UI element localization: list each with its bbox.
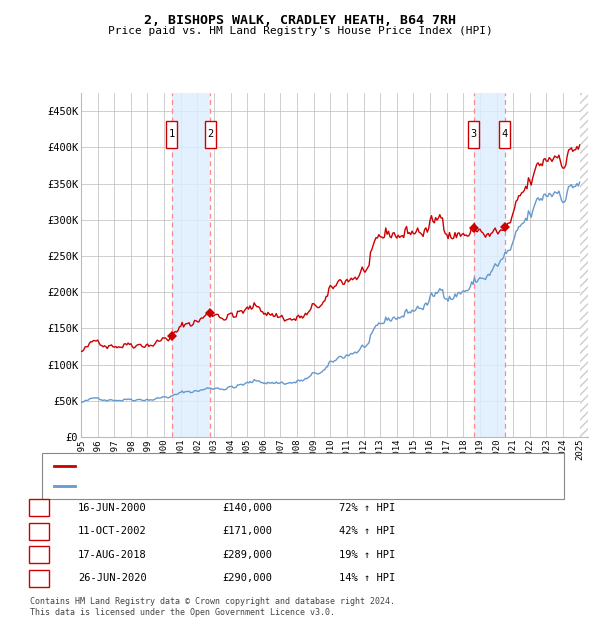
Text: 2, BISHOPS WALK, CRADLEY HEATH, B64 7RH (detached house): 2, BISHOPS WALK, CRADLEY HEATH, B64 7RH … [78, 461, 407, 471]
Text: 72% ↑ HPI: 72% ↑ HPI [339, 503, 395, 513]
Text: 4: 4 [36, 574, 42, 583]
Text: 26-JUN-2020: 26-JUN-2020 [78, 574, 147, 583]
Text: £289,000: £289,000 [222, 550, 272, 560]
Text: 2, BISHOPS WALK, CRADLEY HEATH, B64 7RH: 2, BISHOPS WALK, CRADLEY HEATH, B64 7RH [144, 14, 456, 27]
Text: 42% ↑ HPI: 42% ↑ HPI [339, 526, 395, 536]
Text: HPI: Average price, detached house, Sandwell: HPI: Average price, detached house, Sand… [78, 481, 337, 491]
Text: 3: 3 [470, 130, 477, 140]
Bar [473, 93, 505, 437]
FancyBboxPatch shape [166, 120, 177, 148]
FancyBboxPatch shape [205, 120, 216, 148]
Text: 1: 1 [169, 130, 175, 140]
Bar [580, 93, 588, 437]
FancyBboxPatch shape [468, 120, 479, 148]
Text: 2: 2 [207, 130, 214, 140]
Text: Price paid vs. HM Land Registry's House Price Index (HPI): Price paid vs. HM Land Registry's House … [107, 26, 493, 36]
Text: 3: 3 [36, 550, 42, 560]
Text: 19% ↑ HPI: 19% ↑ HPI [339, 550, 395, 560]
Text: 17-AUG-2018: 17-AUG-2018 [78, 550, 147, 560]
Text: £290,000: £290,000 [222, 574, 272, 583]
FancyBboxPatch shape [499, 120, 510, 148]
Text: 16-JUN-2000: 16-JUN-2000 [78, 503, 147, 513]
Text: 14% ↑ HPI: 14% ↑ HPI [339, 574, 395, 583]
Bar [172, 93, 211, 437]
Text: Contains HM Land Registry data © Crown copyright and database right 2024.
This d: Contains HM Land Registry data © Crown c… [30, 598, 395, 617]
Text: £140,000: £140,000 [222, 503, 272, 513]
Text: 4: 4 [502, 130, 508, 140]
Text: 1: 1 [36, 503, 42, 513]
Text: 11-OCT-2002: 11-OCT-2002 [78, 526, 147, 536]
Text: £171,000: £171,000 [222, 526, 272, 536]
Text: 2: 2 [36, 526, 42, 536]
